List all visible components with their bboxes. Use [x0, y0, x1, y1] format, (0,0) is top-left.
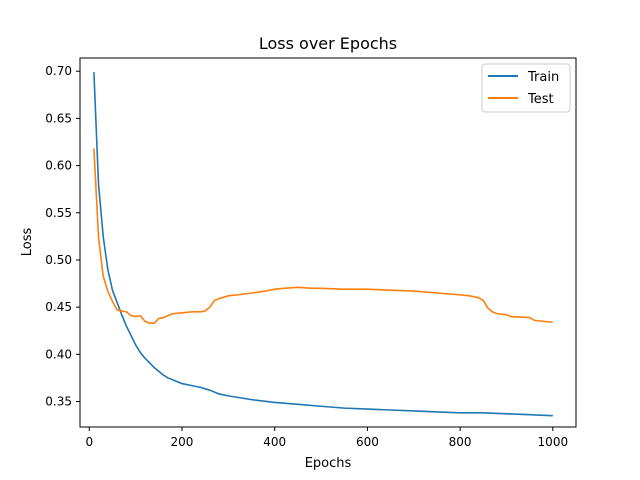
x-tick-label: 800: [449, 435, 472, 449]
series-line-train: [93, 72, 553, 417]
legend-label-test: Test: [527, 92, 554, 107]
y-tick-label: 0.35: [45, 395, 72, 409]
legend-label-train: Train: [527, 70, 559, 85]
x-tick-label: 400: [263, 435, 286, 449]
x-tick-label: 200: [171, 435, 194, 449]
series-line-test: [93, 148, 553, 324]
x-tick-label: 0: [85, 435, 93, 449]
y-axis-ticks: 0.35 0.40 0.45 0.50 0.55 0.60 0.65 0.70: [45, 64, 80, 409]
plot-area: [79, 57, 577, 428]
y-tick-label: 0.45: [45, 300, 72, 314]
chart-title: Loss over Epochs: [259, 34, 397, 53]
y-tick-label: 0.40: [45, 347, 72, 361]
axes-frame: [79, 57, 577, 428]
y-tick-label: 0.65: [45, 111, 72, 125]
series-layer: [93, 72, 553, 417]
y-tick-label: 0.60: [45, 159, 72, 173]
y-tick-label: 0.70: [45, 64, 72, 78]
x-tick-label: 600: [356, 435, 379, 449]
x-tick-label: 1000: [538, 435, 569, 449]
y-tick-label: 0.50: [45, 253, 72, 267]
y-tick-label: 0.55: [45, 206, 72, 220]
legend: Train Test: [481, 63, 571, 113]
x-axis-ticks: 0 200 400 600 800 1000: [85, 427, 568, 449]
y-axis-label: Loss: [20, 228, 35, 257]
x-axis-label: Epochs: [305, 456, 352, 471]
